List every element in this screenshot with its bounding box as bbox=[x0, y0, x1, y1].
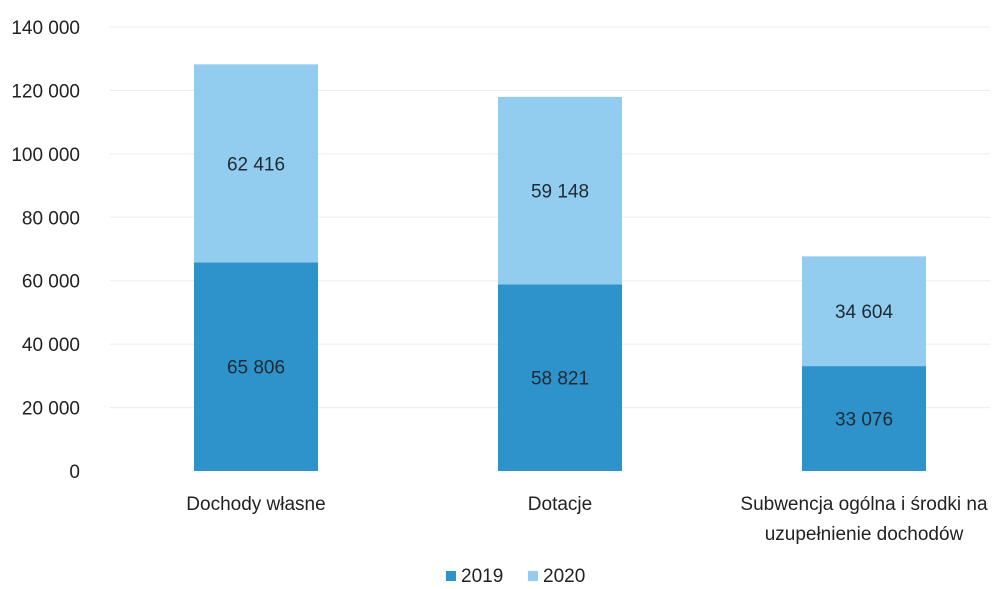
data-label: 34 604 bbox=[835, 302, 894, 323]
y-axis: 0 20 000 40 000 60 000 80 000 100 000 120 000 1… bbox=[11, 18, 80, 483]
y-tick-label: 80 000 bbox=[22, 208, 80, 229]
legend: 2019 2020 bbox=[446, 566, 585, 587]
bar-segment-2020 bbox=[498, 96, 622, 285]
data-label: 59 148 bbox=[531, 182, 589, 203]
y-tick-label: 120 000 bbox=[11, 81, 80, 102]
x-category-label: Dochody własne bbox=[186, 494, 325, 515]
bar-segment-2019 bbox=[802, 366, 926, 471]
data-label: 65 806 bbox=[227, 358, 285, 379]
bars: 65 806 62 416 58 821 59 148 33 076 34 604 bbox=[194, 64, 926, 471]
legend-label: 2020 bbox=[543, 566, 585, 587]
bar-segment-2020 bbox=[802, 256, 926, 367]
y-tick-label: 0 bbox=[69, 462, 80, 483]
bar-segment-2020 bbox=[194, 64, 318, 263]
data-label: 58 821 bbox=[531, 369, 589, 390]
legend-label: 2019 bbox=[461, 566, 503, 587]
y-tick-label: 60 000 bbox=[22, 272, 80, 293]
y-tick-label: 20 000 bbox=[22, 399, 80, 420]
legend-swatch bbox=[446, 571, 456, 581]
bar-segment-2019 bbox=[498, 284, 622, 471]
x-axis: Dochody własne Dotacje Subwencja ogólna i … bbox=[186, 494, 988, 545]
x-category-label: Subwencja ogólna i środki na bbox=[740, 494, 988, 515]
bar-segment-2019 bbox=[194, 262, 318, 471]
y-tick-label: 40 000 bbox=[22, 335, 80, 356]
data-label: 33 076 bbox=[835, 410, 893, 431]
data-label: 62 416 bbox=[227, 154, 285, 175]
x-category-label: Dotacje bbox=[528, 494, 592, 515]
x-category-label: uzupełnienie dochodów bbox=[765, 524, 964, 545]
legend-swatch bbox=[528, 571, 538, 581]
y-tick-label: 100 000 bbox=[11, 145, 80, 166]
y-tick-label: 140 000 bbox=[11, 18, 80, 39]
